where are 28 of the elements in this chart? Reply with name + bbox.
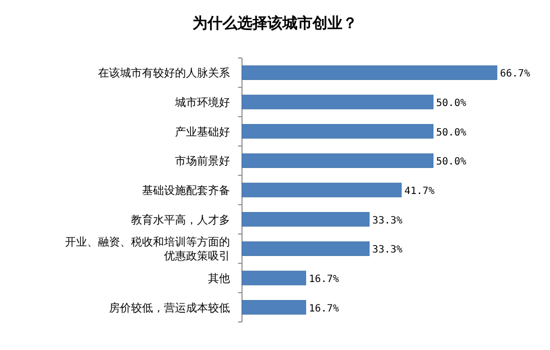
data-label: 50.0% xyxy=(436,156,466,168)
bar xyxy=(242,241,370,256)
bar xyxy=(242,182,402,198)
y-tick-label: 城市环境好 xyxy=(174,96,230,109)
bar xyxy=(242,65,498,80)
y-tick-label: 房价较低，营运成本较低 xyxy=(109,301,230,314)
y-tick-label: 其他 xyxy=(208,272,230,285)
data-label: 16.7% xyxy=(308,303,339,314)
y-tick-label: 基础设施配套齐备 xyxy=(142,184,230,197)
data-label: 33.3% xyxy=(372,215,402,226)
bar xyxy=(242,212,370,227)
bar xyxy=(242,153,434,168)
data-label: 66.7% xyxy=(500,68,530,80)
y-tick-label: 开业、融资、税收和培训等方面的优惠政策吸引 xyxy=(65,236,230,263)
data-label: 50.0% xyxy=(436,98,466,109)
bar xyxy=(242,300,306,315)
y-tick-label: 在该城市有较好的人脉关系 xyxy=(98,66,230,80)
y-tick-label: 市场前景好 xyxy=(175,154,230,168)
y-tick-label: 教育水平高，人才多 xyxy=(131,213,230,226)
data-label: 50.0% xyxy=(436,127,466,138)
bar xyxy=(242,270,306,286)
bar xyxy=(242,124,434,139)
chart-title: 为什么选择该城市创业？ xyxy=(192,14,358,32)
data-label: 41.7% xyxy=(404,186,435,197)
data-label: 16.7% xyxy=(308,274,339,285)
y-tick-label: 产业基础好 xyxy=(175,125,230,138)
bar xyxy=(242,94,434,110)
data-label: 33.3% xyxy=(372,244,402,256)
